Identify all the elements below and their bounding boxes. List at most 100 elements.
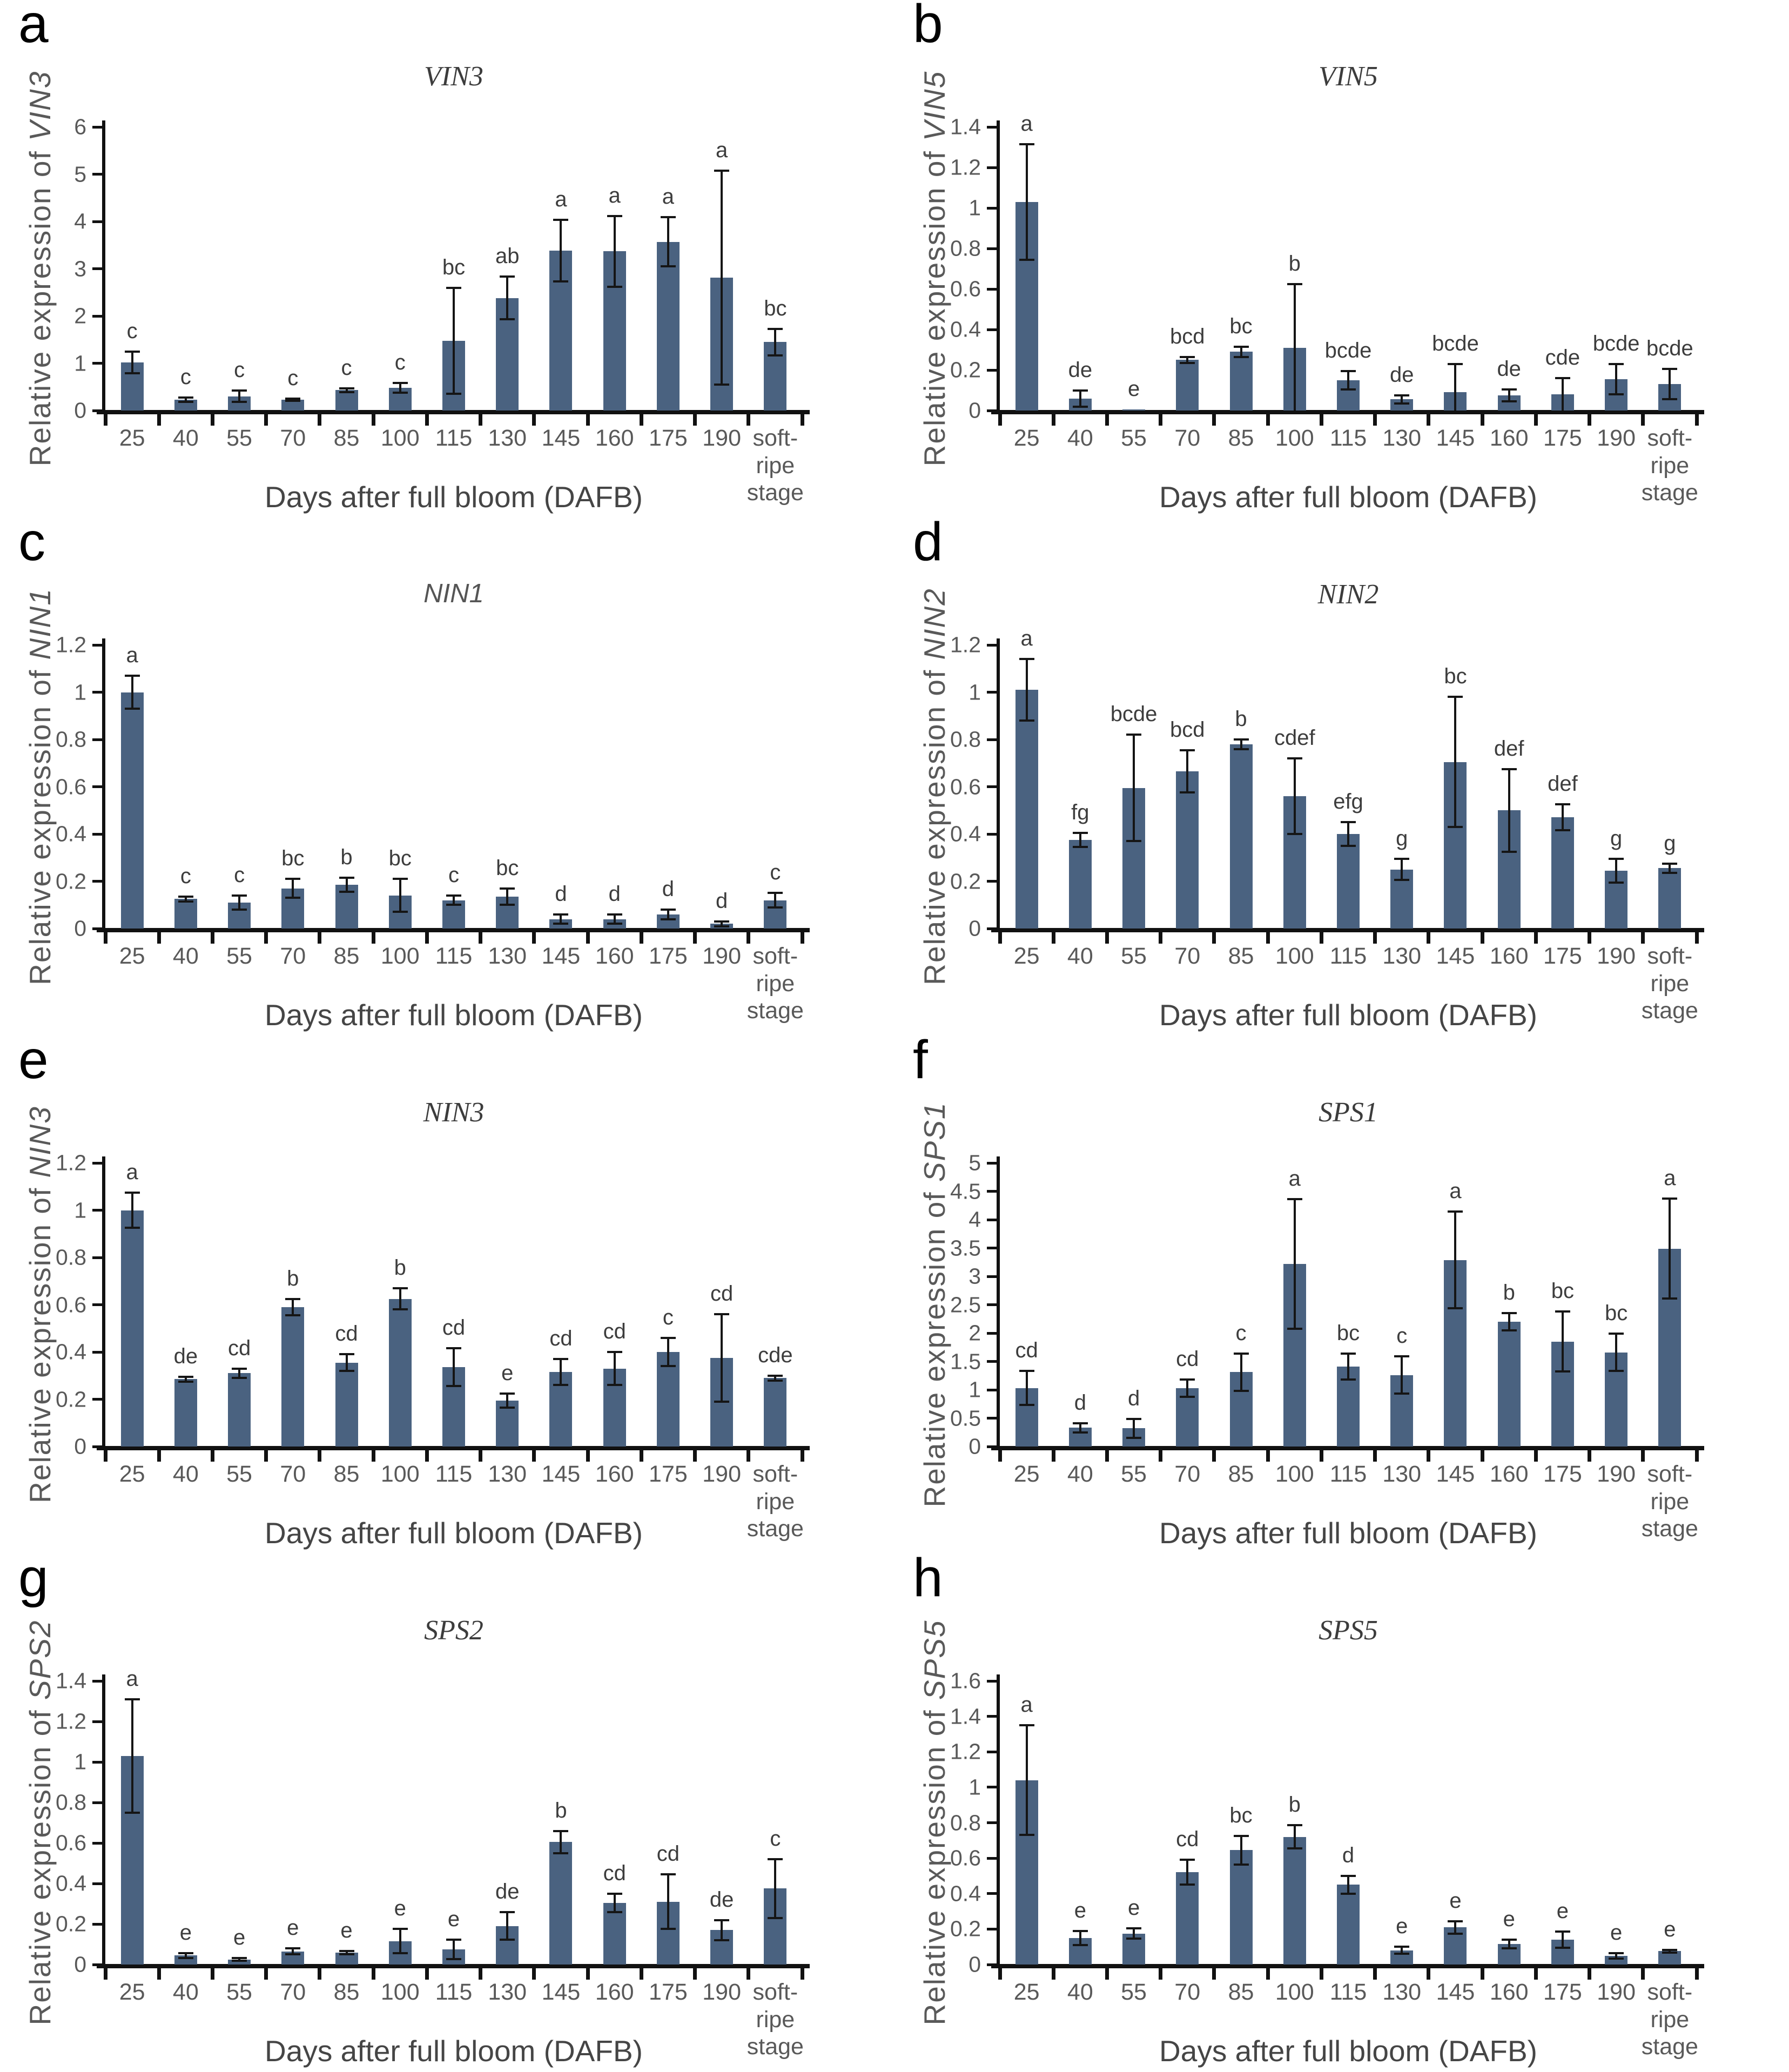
x-category-label: 40	[1067, 425, 1093, 451]
x-axis-tick	[425, 1450, 429, 1462]
x-category-label: 190	[1597, 1461, 1636, 1487]
error-bar-cap-top	[1072, 389, 1088, 392]
error-bar-cap-bottom	[392, 1952, 408, 1955]
y-axis-line	[997, 638, 1000, 932]
error-bar-cap-bottom	[1233, 355, 1249, 358]
x-axis-tick	[998, 1450, 1002, 1462]
error-bar-cap-bottom	[768, 1916, 783, 1919]
error-bar-cap-bottom	[1341, 388, 1356, 391]
significance-letter: d	[1342, 1843, 1355, 1867]
error-bar-line	[1293, 284, 1296, 411]
error-bar-line	[399, 1288, 401, 1310]
x-axis-tick	[1534, 414, 1538, 426]
x-axis-tick	[1266, 414, 1270, 426]
error-bar-cap-bottom	[660, 265, 676, 268]
x-category-label: 175	[1543, 1461, 1582, 1487]
error-bar-line	[1454, 697, 1457, 827]
x-category-label: 145	[1436, 1461, 1475, 1487]
x-axis-tick	[157, 1968, 161, 1980]
y-axis-tick-label: 0.8	[950, 1810, 981, 1835]
error-bar-cap-bottom	[500, 318, 515, 321]
bar-130	[1390, 399, 1414, 411]
error-bar-cap-bottom	[124, 708, 140, 710]
x-category-label: 25	[1013, 1979, 1040, 2005]
significance-letter: c	[234, 863, 245, 887]
error-bar-cap-bottom	[500, 904, 515, 906]
error-bar-line	[1454, 364, 1457, 411]
error-bar-cap-bottom	[553, 280, 569, 283]
x-category-label: 40	[1067, 1979, 1093, 2005]
error-bar-line	[1133, 1928, 1135, 1939]
error-bar-cap-top	[232, 389, 247, 392]
significance-letter: bcde	[1110, 702, 1158, 726]
error-bar-cap-top	[1394, 1946, 1410, 1948]
x-category-label: 25	[1013, 943, 1040, 969]
y-axis-tick-label: 0.5	[950, 1405, 981, 1430]
significance-letter: cd	[1015, 1338, 1038, 1363]
error-bar-cap-bottom	[446, 393, 461, 395]
error-bar-cap-bottom	[178, 900, 193, 903]
y-axis-tick	[987, 1331, 997, 1335]
error-bar-cap-bottom	[1180, 1883, 1195, 1886]
error-bar-line	[345, 388, 348, 392]
significance-letter: cdef	[1274, 726, 1315, 750]
y-axis-tick-label: 0.8	[56, 726, 86, 752]
x-category-label: soft- ripe stage	[1641, 943, 1698, 1024]
error-bar-line	[453, 1939, 455, 1959]
panel-f-sps1: f SPS1 Relative expression of SPS1 0 0.5 1…	[894, 1033, 1789, 1554]
error-bar-cap-top	[1394, 857, 1410, 860]
x-axis-tick	[1480, 414, 1484, 426]
error-bar-cap-top	[178, 396, 193, 399]
error-bar-cap-bottom	[714, 925, 730, 927]
bar-25	[120, 692, 144, 929]
plot-area: 0 0.2 0.4 0.6 0.8 1 1.2 a 25 c 40 c 55 bc 70 b 85 bc 100 c 1…	[56, 634, 810, 1024]
x-axis-tick	[264, 414, 268, 426]
y-axis-tick-label: 0.4	[950, 317, 981, 342]
y-axis-tick	[987, 1927, 997, 1930]
significance-letter: cd	[442, 1316, 466, 1340]
error-bar-cap-bottom	[1609, 881, 1624, 884]
error-bar-line	[506, 277, 509, 320]
significance-letter: c	[287, 366, 299, 391]
x-category-label: 25	[1013, 1461, 1040, 1487]
error-bar-cap-bottom	[660, 1928, 676, 1930]
y-axis-tick-label: 0	[969, 916, 981, 941]
error-bar-line	[1669, 863, 1671, 873]
y-axis-tick-label: 1	[74, 1749, 86, 1774]
error-bar-cap-bottom	[1019, 258, 1034, 261]
significance-letter: b	[1288, 251, 1301, 275]
y-axis-tick	[987, 691, 997, 694]
x-category-label: 130	[488, 1979, 527, 2005]
x-axis-tick	[1159, 1968, 1163, 1980]
y-axis-tick	[987, 1715, 997, 1718]
error-bar-cap-top	[768, 892, 783, 894]
error-bar-cap-top	[285, 878, 301, 880]
error-bar-cap-top	[1072, 1422, 1088, 1424]
error-bar-cap-top	[1180, 355, 1195, 358]
x-axis-line	[991, 1446, 1704, 1450]
error-bar-cap-top	[1341, 1352, 1356, 1355]
x-category-label: 145	[1436, 1979, 1475, 2005]
y-axis-tick-label: 1.2	[56, 1150, 86, 1175]
error-bar-line	[1079, 1423, 1081, 1432]
error-bar-line	[774, 893, 777, 907]
error-bar-cap-bottom	[1072, 1943, 1088, 1946]
significance-letter: d	[716, 889, 728, 913]
error-bar-cap-bottom	[1609, 393, 1624, 395]
error-bar-cap-bottom	[1233, 1863, 1249, 1866]
x-category-label: 55	[226, 1461, 252, 1487]
significance-letter: cde	[758, 1343, 793, 1367]
error-bar-cap-top	[660, 1873, 676, 1876]
error-bar-cap-bottom	[285, 1953, 301, 1956]
error-bar-cap-top	[1233, 345, 1249, 348]
significance-letter: bc	[1605, 1301, 1628, 1326]
significance-letter: e	[1396, 1914, 1408, 1939]
x-axis-title: Days after full bloom (DAFB)	[265, 998, 643, 1032]
x-axis-tick	[800, 1968, 804, 1980]
error-bar-line	[1401, 858, 1403, 880]
error-bar-cap-bottom	[1501, 1947, 1517, 1950]
x-axis-tick	[1159, 414, 1163, 426]
y-axis-tick	[987, 1786, 997, 1789]
error-bar-line	[399, 1929, 401, 1954]
